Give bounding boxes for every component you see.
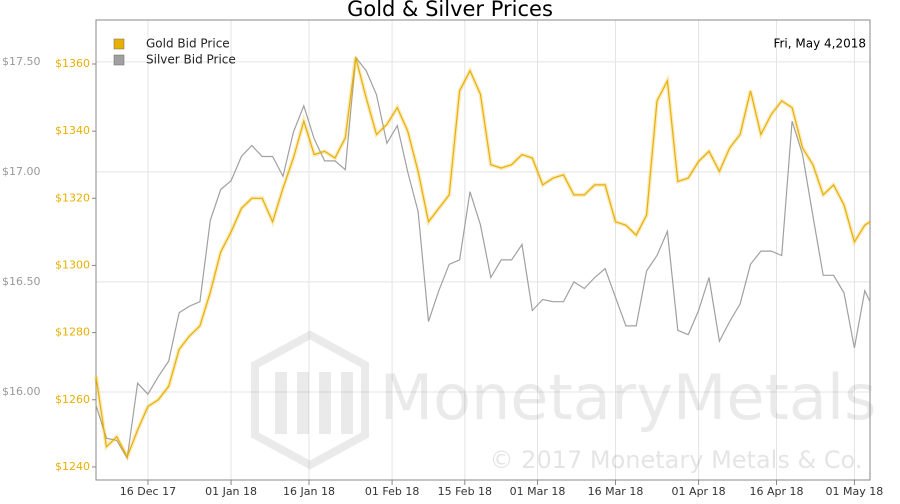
y-tick-label: $1300	[55, 258, 90, 271]
grid	[96, 20, 870, 480]
watermark-logo	[251, 330, 369, 470]
x-tick-label: 01 Apr 18	[672, 485, 726, 498]
watermark: MonetaryMetals	[380, 361, 877, 434]
y2-tick-label: $16.00	[2, 385, 41, 398]
y-tick-label: $1320	[55, 191, 90, 204]
x-tick-label: 16 Apr 18	[749, 485, 803, 498]
x-tick-label: 01 Mar 18	[510, 485, 566, 498]
series-line	[95, 55, 871, 460]
chart-title: Gold & Silver Prices	[347, 0, 553, 21]
date-label: Fri, May 4,2018	[773, 37, 866, 51]
x-tick-label: 15 Feb 18	[438, 485, 492, 498]
y-tick-label: $1340	[55, 124, 90, 137]
y2-tick-label: $17.50	[2, 55, 41, 68]
legend-swatch	[113, 38, 125, 50]
x-tick-label: 16 Mar 18	[588, 485, 644, 498]
x-tick-label: 01 Jan 18	[205, 485, 257, 498]
y2-tick-label: $17.00	[2, 165, 41, 178]
plot-frame	[95, 19, 871, 481]
legend-label: Gold Bid Price	[146, 37, 230, 51]
y-tick-label: $1260	[55, 393, 90, 406]
y2-tick-label: $16.50	[2, 275, 41, 288]
y-tick-label: $1240	[55, 460, 90, 473]
y-tick-label: $1280	[55, 326, 90, 339]
x-tick-label: 16 Dec 17	[120, 485, 176, 498]
y-tick-label: $1360	[55, 57, 90, 70]
series-line	[95, 57, 871, 459]
legend-swatch	[113, 54, 125, 66]
copyright: © 2017 Monetary Metals & Co.	[490, 446, 863, 474]
x-tick-label: 16 Jan 18	[283, 485, 335, 498]
x-tick-label: 01 Feb 18	[365, 485, 419, 498]
legend-label: Silver Bid Price	[146, 53, 236, 67]
x-tick-label: 01 May 18	[826, 485, 884, 498]
